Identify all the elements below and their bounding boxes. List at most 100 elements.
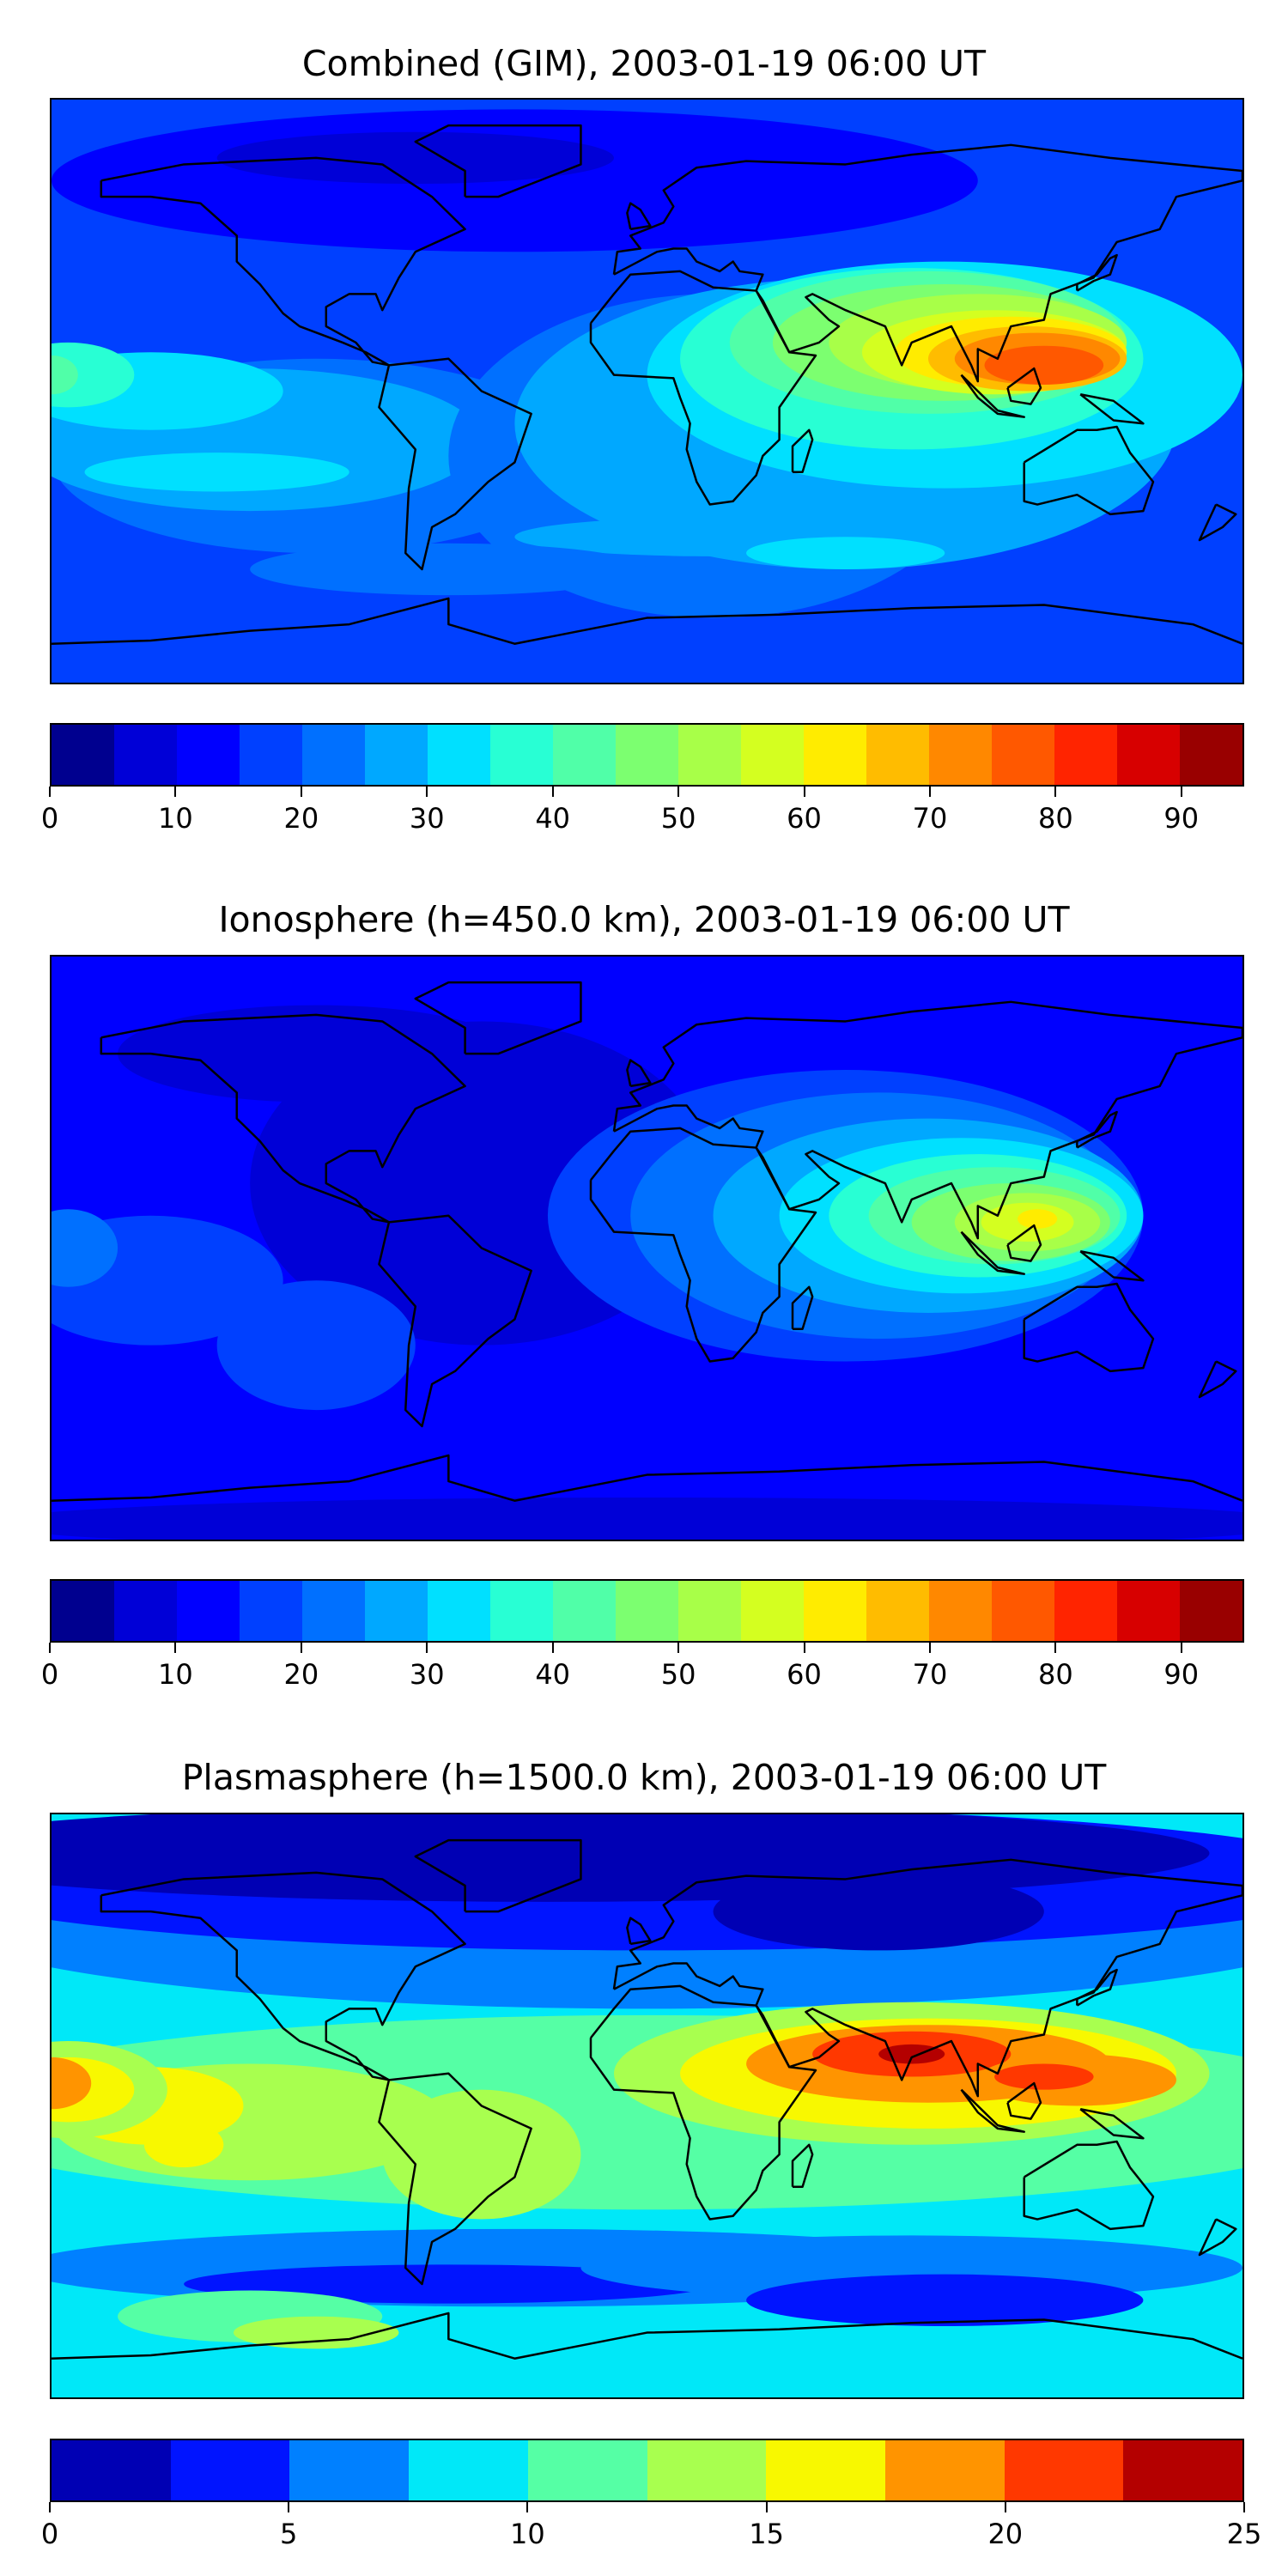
- colorbar-segment-7: [884, 2440, 1005, 2500]
- colorbar-segment-17: [1117, 1581, 1180, 1641]
- contour-region-level-7: [52, 2057, 92, 2110]
- colorbar-segment-7: [490, 1581, 553, 1641]
- colorbar-tick: [426, 1643, 428, 1653]
- colorbar-tick: [1054, 787, 1057, 797]
- coastline-north-america: [101, 1873, 465, 2080]
- colorbar-segment-10: [678, 1581, 741, 1641]
- colorbar-tick: [49, 787, 51, 797]
- coastline-greenland: [416, 982, 581, 1054]
- colorbar-tick: [1180, 1643, 1182, 1653]
- coastline-eurasia: [614, 145, 1242, 381]
- colorbar-tick-label: 50: [660, 802, 696, 835]
- contour-region-level-8: [52, 355, 78, 395]
- coastline-north-america: [101, 158, 465, 365]
- contour-region-level-8: [994, 2063, 1094, 2090]
- coastline-greenland: [416, 1840, 581, 1911]
- colorbar-segment-12: [804, 725, 866, 785]
- colorbar-tick-label: 40: [535, 802, 571, 835]
- colorbar-segment-12: [804, 1581, 866, 1641]
- colorbar-segment-8: [553, 1581, 616, 1641]
- colorbar-tick: [928, 1643, 931, 1653]
- coastline-antarctica: [52, 1455, 1242, 1501]
- coastline-new-guinea: [1080, 2109, 1143, 2138]
- colorbar-tick-label: 10: [158, 1658, 193, 1691]
- coastline-antarctica: [52, 2313, 1242, 2359]
- contour-region-level-6: [746, 537, 945, 569]
- contour-region-level-1: [746, 2274, 1144, 2327]
- coastline-new-guinea: [1080, 1251, 1143, 1280]
- colorbar-segment-15: [992, 1581, 1054, 1641]
- coastline-australia: [1024, 1284, 1153, 1371]
- contour-region-level-1: [184, 2264, 714, 2304]
- colorbar-segment-5: [365, 725, 428, 785]
- colorbar-segment-18: [1180, 1581, 1242, 1641]
- colorbar-tick-label: 50: [660, 1658, 696, 1691]
- colorbar-tick-label: 25: [1226, 2518, 1262, 2550]
- coastline-africa: [591, 1986, 816, 2220]
- coastline-south-america: [379, 1216, 531, 1426]
- coastline-britain: [627, 204, 650, 229]
- colorbar-segment-4: [527, 2440, 647, 2500]
- contour-region-level-15: [984, 345, 1104, 385]
- colorbar-tick: [803, 1643, 805, 1653]
- colorbar-tick-label: 40: [535, 1658, 571, 1691]
- colorbar-tick: [174, 787, 177, 797]
- colorbar-segment-5: [365, 1581, 428, 1641]
- colorbar-tick-label: 5: [280, 2518, 298, 2550]
- colorbar-segment-0: [52, 1581, 114, 1641]
- coastline-australia: [1024, 2142, 1153, 2229]
- colorbar-segment-11: [741, 1581, 804, 1641]
- colorbar-segment-3: [240, 1581, 302, 1641]
- colorbar-tick-label: 0: [40, 1658, 59, 1691]
- colorbar-tick: [426, 787, 428, 797]
- coastline-sumatra-java: [962, 375, 1024, 417]
- colorbar-tick: [49, 2502, 51, 2512]
- ionosphere-map-svg: [52, 957, 1242, 1540]
- colorbar-segment-3: [240, 725, 302, 785]
- colorbar-segment-2: [177, 1581, 240, 1641]
- colorbar-segment-10: [678, 725, 741, 785]
- colorbar-tick: [174, 1643, 177, 1653]
- colorbar-tick-label: 15: [749, 2518, 784, 2550]
- colorbar-tick-label: 80: [1038, 802, 1073, 835]
- colorbar-tick-label: 10: [510, 2518, 545, 2550]
- colorbar-segment-14: [929, 1581, 992, 1641]
- colorbar-segment-14: [929, 725, 992, 785]
- coastline-borneo: [1007, 368, 1041, 404]
- coastline-borneo: [1007, 1225, 1041, 1261]
- colorbar-tick: [288, 2502, 290, 2512]
- colorbar-tick: [803, 787, 805, 797]
- coastline-new-zealand: [1200, 2220, 1236, 2255]
- colorbar-segment-8: [1004, 2440, 1124, 2500]
- combined-colorbar: [50, 723, 1244, 787]
- coastline-britain: [627, 1060, 650, 1086]
- ionosphere-colorbar-ticks: 0 10 20 30 40 50 60 70 80 90: [41, 1643, 1244, 1694]
- coastline-new-guinea: [1080, 394, 1143, 423]
- contour-region-level-7: [52, 342, 135, 408]
- colorbar-tick: [551, 1643, 554, 1653]
- ionosphere-map-title: Ionosphere (h=450.0 km), 2003-01-19 06:0…: [218, 899, 1070, 940]
- contour-region-level-3: [216, 1280, 416, 1411]
- colorbar-tick: [765, 2502, 768, 2512]
- coastline-south-america: [379, 2074, 531, 2284]
- colorbar-tick: [1054, 1643, 1057, 1653]
- colorbar-segment-2: [177, 725, 240, 785]
- coastline-borneo: [1007, 2083, 1041, 2118]
- colorbar-segment-5: [647, 2440, 767, 2500]
- coastline-greenland: [416, 125, 581, 197]
- colorbar-tick-label: 90: [1163, 1658, 1200, 1691]
- plasmasphere-map-title: Plasmasphere (h=1500.0 km), 2003-01-19 0…: [181, 1757, 1107, 1798]
- colorbar-segment-13: [866, 725, 929, 785]
- colorbar-segment-16: [1054, 1581, 1117, 1641]
- colorbar-segment-9: [616, 1581, 678, 1641]
- colorbar-tick: [677, 787, 680, 797]
- coastline-antarctica: [52, 598, 1242, 644]
- colorbar-tick-label: 30: [409, 1658, 445, 1691]
- colorbar-segment-1: [170, 2440, 290, 2500]
- colorbar-tick: [1180, 787, 1182, 797]
- coastline-japan: [1077, 1970, 1116, 2005]
- colorbar-tick: [1243, 2502, 1245, 2512]
- colorbar-tick-label: 60: [787, 802, 822, 835]
- colorbar-segment-9: [1123, 2440, 1243, 2500]
- contour-region-level-1: [216, 131, 614, 185]
